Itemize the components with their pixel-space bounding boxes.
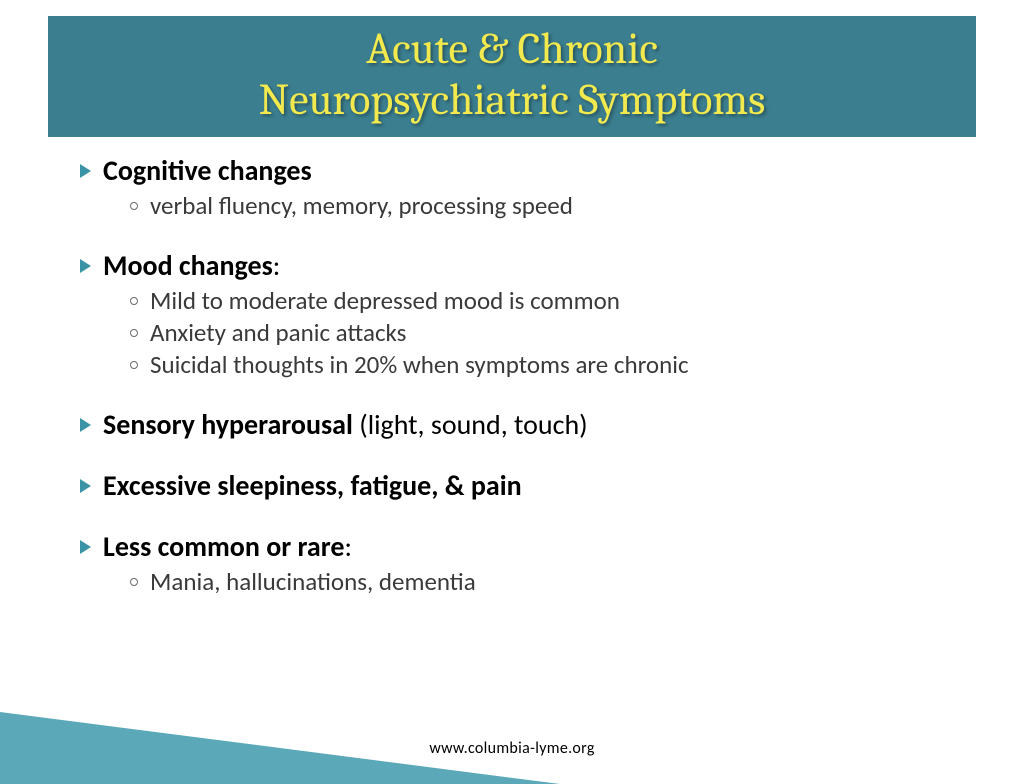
bullet-text: Less common or rare: [103,529,352,564]
triangle-bullet-icon [80,540,91,554]
sub-list: Mania, hallucinations, dementia [80,566,964,598]
slide-title: Acute & Chronic Neuropsychiatric Symptom… [48,24,976,125]
triangle-bullet-icon [80,259,91,273]
sub-list: Mild to moderate depressed mood is commo… [80,285,964,381]
bullet-line: Cognitive changes [80,153,964,188]
bullet-text: Mood changes: [103,248,280,283]
title-line-1: Acute & Chronic [366,23,658,74]
bullet-tail: : [344,529,352,564]
bullet-line: Less common or rare: [80,529,964,564]
bullet-text: Sensory hyperarousal (light, sound, touc… [103,407,588,442]
bullet-text: Excessive sleepiness, fatigue, & pain [103,468,522,503]
triangle-bullet-icon [80,418,91,432]
bullet-bold: Cognitive changes [103,153,312,188]
sub-bullet-line: Anxiety and panic attacks [130,317,964,349]
decorative-wedge [0,664,560,784]
bullet-item: Cognitive changesverbal fluency, memory,… [80,153,964,222]
bullet-line: Excessive sleepiness, fatigue, & pain [80,468,964,503]
sub-bullet-text: verbal fluency, memory, processing speed [150,190,573,222]
ring-bullet-icon [130,297,138,305]
bullet-bold: Excessive sleepiness, fatigue, & pain [103,468,522,503]
sub-bullet-text: Suicidal thoughts in 20% when symptoms a… [150,349,689,381]
sub-bullet-line: verbal fluency, memory, processing speed [130,190,964,222]
sub-bullet-text: Mild to moderate depressed mood is commo… [150,285,620,317]
content-area: Cognitive changesverbal fluency, memory,… [0,137,1024,598]
ring-bullet-icon [130,361,138,369]
bullet-text: Cognitive changes [103,153,312,188]
bullet-item: Mood changes:Mild to moderate depressed … [80,248,964,381]
ring-bullet-icon [130,578,138,586]
title-bar: Acute & Chronic Neuropsychiatric Symptom… [48,16,976,137]
bullet-line: Mood changes: [80,248,964,283]
sub-list: verbal fluency, memory, processing speed [80,190,964,222]
sub-bullet-text: Mania, hallucinations, dementia [150,566,476,598]
triangle-bullet-icon [80,164,91,178]
bullet-bold: Mood changes [103,248,273,283]
bullet-line: Sensory hyperarousal (light, sound, touc… [80,407,964,442]
ring-bullet-icon [130,329,138,337]
bullet-bold: Sensory hyperarousal [103,407,353,442]
triangle-bullet-icon [80,479,91,493]
bullet-tail: (light, sound, touch) [353,407,588,442]
bullet-item: Sensory hyperarousal (light, sound, touc… [80,407,964,442]
bullet-tail: : [273,248,281,283]
sub-bullet-line: Mild to moderate depressed mood is commo… [130,285,964,317]
ring-bullet-icon [130,202,138,210]
bullet-item: Less common or rare:Mania, hallucination… [80,529,964,598]
title-line-2: Neuropsychiatric Symptoms [259,74,766,125]
bullet-item: Excessive sleepiness, fatigue, & pain [80,468,964,503]
sub-bullet-text: Anxiety and panic attacks [150,317,406,349]
sub-bullet-line: Mania, hallucinations, dementia [130,566,964,598]
sub-bullet-line: Suicidal thoughts in 20% when symptoms a… [130,349,964,381]
bullet-bold: Less common or rare [103,529,344,564]
